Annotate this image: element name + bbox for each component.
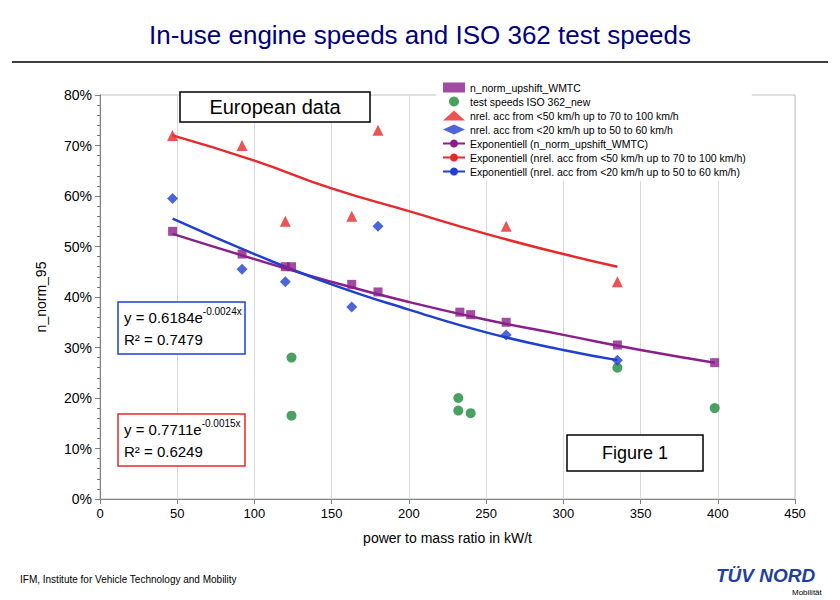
svg-text:TÜV NORD: TÜV NORD xyxy=(716,565,816,586)
svg-text:-0.0024x: -0.0024x xyxy=(203,306,242,317)
svg-text:y = 0.7711e: y = 0.7711e xyxy=(124,421,202,438)
svg-text:Exponentiell (nrel. acc from <: Exponentiell (nrel. acc from <20 km/h up… xyxy=(470,166,740,178)
svg-text:0: 0 xyxy=(96,506,103,521)
svg-text:60%: 60% xyxy=(64,188,92,204)
svg-text:IFM, Institute for Vehicle Tec: IFM, Institute for Vehicle Technology an… xyxy=(20,574,237,585)
svg-text:50: 50 xyxy=(170,506,184,521)
svg-text:R² = 0.7479: R² = 0.7479 xyxy=(124,331,203,348)
svg-text:In-use engine speeds and ISO 3: In-use engine speeds and ISO 362 test sp… xyxy=(149,20,691,50)
svg-text:-0.0015x: -0.0015x xyxy=(202,418,241,429)
svg-text:100: 100 xyxy=(244,506,266,521)
svg-text:y = 0.6184e: y = 0.6184e xyxy=(124,309,203,326)
svg-text:R² = 0.6249: R² = 0.6249 xyxy=(124,443,203,460)
svg-text:70%: 70% xyxy=(64,138,92,154)
svg-text:450: 450 xyxy=(784,506,806,521)
svg-text:20%: 20% xyxy=(64,390,92,406)
svg-text:nrel. acc from <20 km/h up to: nrel. acc from <20 km/h up to 50 to 60 k… xyxy=(470,124,673,136)
svg-text:Figure 1: Figure 1 xyxy=(602,443,668,463)
svg-text:Exponentiell (nrel. acc from <: Exponentiell (nrel. acc from <50 km/h up… xyxy=(470,152,746,164)
svg-text:350: 350 xyxy=(630,506,652,521)
svg-text:Exponentiell (n_norm_upshift_W: Exponentiell (n_norm_upshift_WMTC) xyxy=(470,138,648,150)
svg-text:300: 300 xyxy=(552,506,574,521)
svg-text:400: 400 xyxy=(707,506,729,521)
svg-text:250: 250 xyxy=(475,506,497,521)
svg-text:150: 150 xyxy=(321,506,343,521)
svg-text:power to mass ratio in kW/t: power to mass ratio in kW/t xyxy=(363,530,532,546)
svg-text:test speeds ISO 362_new: test speeds ISO 362_new xyxy=(470,96,591,108)
svg-text:n_norm_95: n_norm_95 xyxy=(33,261,49,332)
svg-text:50%: 50% xyxy=(64,239,92,255)
svg-text:European data: European data xyxy=(209,96,341,118)
svg-text:10%: 10% xyxy=(64,441,92,457)
svg-text:30%: 30% xyxy=(64,340,92,356)
svg-text:40%: 40% xyxy=(64,289,92,305)
svg-text:200: 200 xyxy=(398,506,420,521)
svg-text:0%: 0% xyxy=(72,491,92,507)
svg-text:nrel. acc from <50 km/h up to: nrel. acc from <50 km/h up to 70 to 100 … xyxy=(470,110,679,122)
svg-text:n_norm_upshift_WMTC: n_norm_upshift_WMTC xyxy=(470,82,581,94)
svg-text:Mobilität: Mobilität xyxy=(792,588,823,597)
svg-text:80%: 80% xyxy=(64,87,92,103)
